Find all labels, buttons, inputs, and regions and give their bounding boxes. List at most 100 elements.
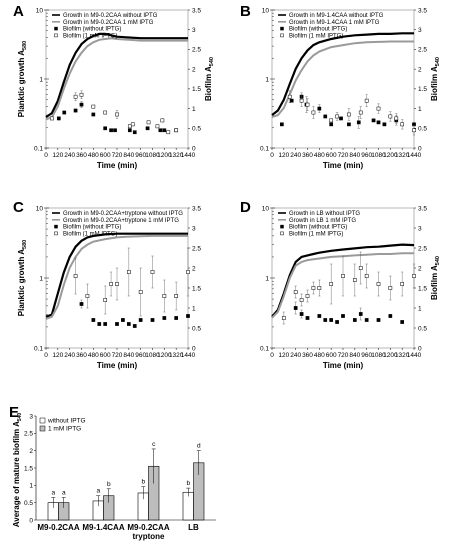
x-tick-label: 600 (100, 152, 111, 159)
biofilm-point-filled (145, 126, 150, 131)
y2-tick-label: 2 (418, 66, 422, 73)
y-axis-label: Planktic growth A580 (17, 240, 28, 316)
y2-tick-label: 3 (192, 225, 196, 232)
x-tick-label: 840 (123, 152, 134, 159)
x-tick-label: 1320 (395, 352, 410, 359)
y2-axis-label-subscript: 540 (435, 256, 441, 265)
biofilm-point-open (85, 294, 90, 298)
panel-C: C 0.1 1 10 0 0.5 1 1.5 2 2.5 3 3.5 0 120 240 360 480 600 7… (13, 199, 201, 370)
biofilm-point-filled (103, 126, 108, 131)
significance-letter: b (107, 481, 111, 488)
y2-tick-label: 2.5 (192, 47, 201, 54)
biofilm-point-open (388, 286, 393, 290)
legend-marker-swatch (54, 231, 58, 236)
biofilm-point-filled (162, 316, 167, 320)
x-tick-label: 480 (88, 352, 99, 359)
biofilm-point-open (412, 274, 416, 278)
biofilm-point-open (305, 102, 310, 107)
y2-tick-label: 2.5 (192, 245, 201, 252)
x-tick-label: 480 (314, 152, 325, 159)
y2-tick-label: 0.5 (192, 126, 201, 133)
legend-swatch (39, 425, 46, 432)
biofilm-point-filled (376, 120, 381, 125)
biofilm-point-filled (400, 320, 405, 324)
legend-marker-swatch (280, 26, 284, 31)
biofilm-point-filled (293, 306, 298, 310)
biofilm-point-open (127, 124, 132, 129)
x-tick-label: 1080 (145, 152, 160, 159)
biofilm-point-open (364, 98, 369, 103)
y2-axis-label-subscript: 540 (209, 57, 215, 66)
growth-line-gray (45, 234, 188, 320)
y-tick-label: 0.1 (260, 345, 269, 352)
x-tick-label: 600 (326, 352, 337, 359)
x-tick-label: 1080 (371, 152, 386, 159)
growth-line-black (271, 32, 414, 116)
panel-letter-D: D (240, 199, 251, 216)
y2-tick-label: 2 (192, 265, 196, 272)
biofilm-point-filled (339, 116, 343, 121)
x-tick-label: 840 (123, 352, 134, 359)
biofilm-point-open (287, 94, 292, 99)
legend-entry: Growth in M9-1.4CAA without IPTG (289, 13, 384, 19)
y2-tick-label: 0.5 (192, 325, 201, 332)
x-tick-label: 600 (326, 152, 337, 159)
panel-B: B 0.1 1 10 0 0.5 1 1.5 2 2.5 3 3.5 0 120 240 360 480 600 7… (240, 3, 441, 170)
biofilm-point-filled (150, 318, 155, 322)
biofilm-point-filled (138, 318, 143, 322)
legend-entry: Biofilm (without IPTG) (289, 225, 347, 231)
x-tick-label: 720 (112, 152, 123, 159)
biofilm-point-open (400, 122, 405, 127)
biofilm-point-filled (299, 312, 304, 316)
x-tick-label: 120 (278, 152, 289, 159)
y2-tick-label: 1.5 (192, 285, 201, 292)
significance-letter: a (51, 489, 55, 496)
legend-entry: Biofilm (1 mM IPTG) (289, 231, 343, 237)
growth-line-gray (45, 37, 188, 121)
biofilm-point-filled (382, 122, 387, 127)
significance-letter: c (152, 441, 156, 448)
biofilm-point-open (73, 274, 78, 278)
legend-entry: Growth in M9-0.2CAA 1 mM IPTG (63, 20, 154, 26)
biofilm-point-open (160, 118, 165, 123)
x-tick-label: 1440 (407, 152, 422, 159)
x-tick-label: 720 (112, 352, 123, 359)
biofilm-point-open (174, 294, 179, 298)
biofilm-point-open (109, 282, 113, 286)
panel-D: D 0.1 1 10 0 0.5 1 1.5 2 2.5 3 3.5 0 120 240 360 480 600 7… (240, 199, 441, 370)
biofilm-point-filled (371, 118, 376, 123)
y-tick-label: 1.5 (24, 465, 33, 472)
biofilm-point-filled (364, 318, 369, 322)
x-tick-label: 120 (52, 152, 63, 159)
biofilm-point-open (115, 112, 119, 117)
x-tick-label: 1440 (407, 352, 422, 359)
y2-tick-label: 2.5 (418, 245, 427, 252)
biofilm-point-filled (121, 318, 125, 322)
y-tick-label: 1 (265, 76, 269, 83)
panel-letter-A: A (13, 3, 24, 20)
y2-tick-label: 3 (418, 27, 422, 34)
biofilm-point-filled (103, 322, 108, 326)
legend-entry: Biofilm (1 mM IPTG) (63, 231, 117, 237)
x-tick-label: 600 (100, 352, 111, 359)
biofilm-point-filled (323, 318, 328, 322)
legend-marker-swatch (54, 26, 58, 31)
y-tick-label: 2 (29, 448, 33, 455)
biofilm-point-open (352, 278, 357, 282)
legend-entry: Biofilm (without IPTG) (63, 225, 121, 231)
y-tick-label: 0.5 (24, 500, 33, 507)
biofilm-point-filled (317, 314, 322, 318)
biofilm-point-filled (109, 128, 113, 133)
biofilm-point-filled (323, 114, 328, 119)
biofilm-point-open (50, 116, 54, 121)
biofilm-point-open (150, 270, 155, 274)
biofilm-point-filled (174, 316, 179, 320)
biofilm-point-filled (132, 324, 137, 328)
biofilm-point-filled (162, 128, 167, 133)
y2-tick-label: 0 (418, 145, 422, 152)
legend-entry: Biofilm (without IPTG) (63, 27, 121, 33)
biofilm-point-filled (347, 122, 351, 127)
significance-letter: a (96, 488, 100, 495)
biofilm-point-open (305, 294, 310, 298)
y-tick-label: 0 (29, 517, 33, 524)
